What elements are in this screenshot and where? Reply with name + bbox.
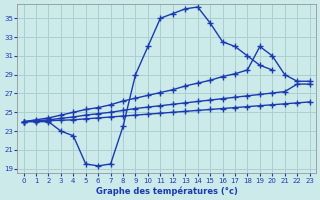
X-axis label: Graphe des températures (°c): Graphe des températures (°c) bbox=[96, 186, 237, 196]
